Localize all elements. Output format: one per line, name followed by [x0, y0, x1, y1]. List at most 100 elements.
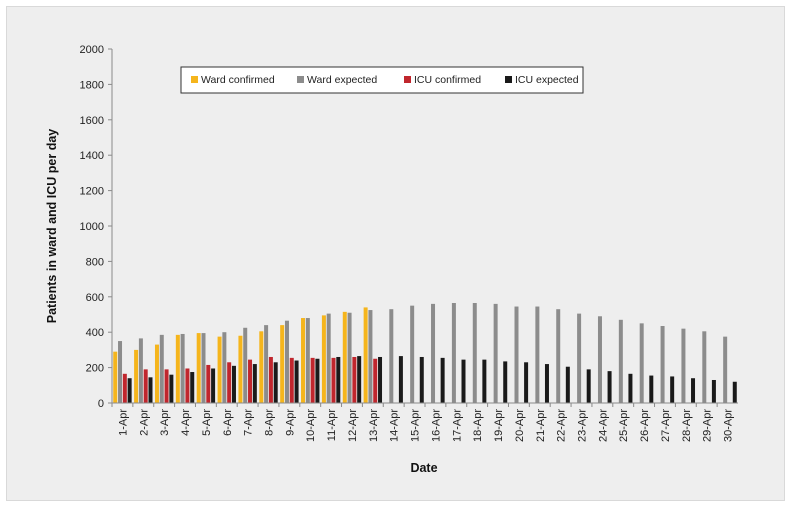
bar-icu-expected-16-Apr	[440, 357, 445, 403]
x-tick-label: 27-Apr	[660, 409, 672, 442]
bar-ward-expected-9-Apr	[284, 320, 289, 403]
y-tick-labels: 0 200 400 600 800 1000 1200 1400 1600 1800 2000	[80, 44, 112, 410]
bar-ward-expected-22-Apr	[556, 309, 561, 403]
bar-ward-expected-13-Apr	[368, 310, 373, 403]
bar-icu-confirmed-10-Apr	[310, 357, 315, 403]
bar-ward-expected-16-Apr	[431, 303, 436, 403]
x-tick-label: 29-Apr	[702, 409, 714, 442]
legend-swatch-ward-confirmed	[191, 76, 198, 83]
bar-ward-confirmed-13-Apr	[363, 307, 368, 403]
bar-icu-confirmed-4-Apr	[185, 368, 190, 403]
x-tick-label: 26-Apr	[639, 409, 651, 442]
x-axis-title: Date	[410, 461, 437, 475]
bar-ward-expected-10-Apr	[305, 318, 310, 403]
x-tick-label: 23-Apr	[577, 409, 589, 442]
bar-icu-expected-17-Apr	[461, 359, 466, 403]
bar-icu-confirmed-3-Apr	[164, 369, 169, 403]
x-tick-label: 24-Apr	[597, 409, 609, 442]
bar-ward-expected-3-Apr	[159, 334, 164, 403]
x-tick-label: 13-Apr	[368, 409, 380, 442]
bar-ward-expected-1-Apr	[118, 341, 123, 403]
x-tick-label: 11-Apr	[326, 409, 338, 442]
bar-icu-confirmed-8-Apr	[268, 356, 273, 403]
bar-icu-confirmed-12-Apr	[352, 356, 357, 403]
axes	[111, 49, 738, 404]
bar-ward-expected-4-Apr	[180, 333, 185, 403]
legend-label-icu-expected: ICU expected	[515, 74, 579, 86]
bar-ward-expected-25-Apr	[618, 319, 623, 403]
bar-icu-expected-29-Apr	[711, 379, 716, 403]
legend-label-ward-confirmed: Ward confirmed	[201, 74, 275, 86]
bar-ward-expected-18-Apr	[472, 303, 477, 403]
bar-icu-expected-21-Apr	[544, 364, 549, 403]
bar-icu-confirmed-6-Apr	[227, 362, 232, 403]
bar-ward-confirmed-1-Apr	[113, 351, 118, 403]
bar-ward-confirmed-12-Apr	[342, 311, 347, 403]
x-tick-label: 1-Apr	[117, 409, 129, 436]
y-tick-label: 1400	[80, 150, 104, 162]
bar-icu-expected-18-Apr	[482, 359, 487, 403]
bar-icu-expected-28-Apr	[691, 378, 696, 403]
bar-icu-expected-2-Apr	[148, 377, 153, 403]
bar-icu-expected-12-Apr	[357, 356, 362, 403]
bar-icu-expected-5-Apr	[211, 368, 216, 403]
bar-ward-expected-2-Apr	[138, 338, 143, 403]
bar-ward-confirmed-3-Apr	[154, 344, 159, 403]
legend-swatch-icu-confirmed	[404, 76, 411, 83]
legend: Ward confirmed Ward expected ICU confirm…	[180, 66, 584, 94]
bar-ward-expected-11-Apr	[326, 313, 331, 403]
y-tick-label: 1000	[80, 221, 104, 233]
bar-icu-expected-30-Apr	[732, 381, 737, 403]
x-tick-label: 6-Apr	[222, 409, 234, 436]
bar-icu-confirmed-7-Apr	[248, 359, 253, 403]
legend-label-icu-confirmed: ICU confirmed	[414, 74, 481, 86]
bar-ward-expected-7-Apr	[243, 327, 248, 403]
y-tick-label: 200	[86, 363, 104, 375]
y-axis-title: Patients in ward and ICU per day	[45, 129, 59, 324]
bar-icu-expected-24-Apr	[607, 371, 612, 403]
x-tick-label: 12-Apr	[347, 409, 359, 442]
bar-ward-expected-15-Apr	[410, 305, 415, 403]
y-tick-label: 600	[86, 292, 104, 304]
bar-ward-expected-21-Apr	[535, 306, 540, 403]
bar-ward-confirmed-9-Apr	[280, 325, 285, 403]
bar-ward-confirmed-5-Apr	[196, 333, 201, 403]
bar-icu-expected-7-Apr	[252, 364, 257, 403]
bar-ward-expected-6-Apr	[222, 332, 227, 403]
x-tick-label: 14-Apr	[389, 409, 401, 442]
bar-icu-expected-20-Apr	[524, 362, 529, 403]
bar-icu-expected-13-Apr	[378, 356, 383, 403]
bar-icu-expected-25-Apr	[628, 373, 633, 403]
bar-ward-expected-28-Apr	[681, 328, 686, 403]
bar-icu-confirmed-9-Apr	[289, 357, 294, 403]
x-tick-label: 21-Apr	[535, 409, 547, 442]
legend-swatch-icu-expected	[505, 76, 512, 83]
legend-swatch-ward-expected	[297, 76, 304, 83]
x-tick-label: 16-Apr	[430, 409, 442, 442]
x-tick-label: 3-Apr	[159, 409, 171, 436]
bar-ward-expected-12-Apr	[347, 312, 352, 403]
bar-ward-expected-27-Apr	[660, 326, 665, 403]
x-tick-label: 8-Apr	[264, 409, 276, 436]
bar-ward-confirmed-11-Apr	[321, 315, 326, 403]
bar-icu-expected-11-Apr	[336, 356, 341, 403]
bar-ward-confirmed-2-Apr	[134, 349, 139, 403]
y-tick-label: 1800	[80, 79, 104, 91]
y-tick-label: 1600	[80, 115, 104, 127]
bar-icu-expected-1-Apr	[127, 378, 132, 403]
bar-ward-confirmed-6-Apr	[217, 336, 222, 404]
bar-ward-expected-17-Apr	[451, 303, 456, 403]
bar-icu-expected-19-Apr	[503, 361, 508, 403]
x-tick-label: 20-Apr	[514, 409, 526, 442]
x-tick-labels: 1-Apr 2-Apr 3-Apr 4-Apr 5-Apr 6-Apr 7-Apr 8-Apr…	[111, 403, 735, 442]
y-tick-label: 400	[86, 327, 104, 339]
legend-box	[180, 66, 584, 94]
bar-ward-confirmed-4-Apr	[175, 334, 180, 403]
y-tick-label: 2000	[80, 44, 104, 56]
x-tick-label: 18-Apr	[472, 409, 484, 442]
bar-ward-expected-14-Apr	[389, 309, 394, 403]
x-tick-label: 30-Apr	[723, 409, 735, 442]
bar-icu-confirmed-11-Apr	[331, 357, 336, 403]
bar-icu-expected-23-Apr	[586, 369, 591, 403]
